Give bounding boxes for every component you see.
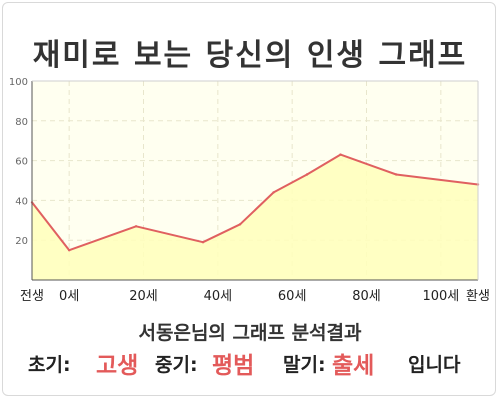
x-tick-label-0: 전생 [20, 289, 44, 304]
y-tick-label-2: 60 [15, 157, 28, 168]
series-area [32, 154, 478, 280]
x-tick-label-3: 40세 [204, 289, 233, 304]
result-line: 초기: 고생 중기: 평범 말기: 출세 입니다 [0, 348, 500, 384]
early-label: 초기: [28, 354, 71, 376]
chart-title: 재미로 보는 당신의 인생 그래프 [32, 38, 468, 73]
mid-label: 중기: [155, 354, 198, 376]
x-tick-label-7: 환생 [466, 289, 490, 304]
x-tick-label-5: 80세 [352, 289, 381, 304]
late-label: 말기: [283, 354, 326, 376]
chart-frame [2, 2, 496, 396]
data-point-4 [238, 223, 242, 226]
early-value: 고생 [96, 353, 139, 379]
data-point-1 [68, 249, 71, 252]
y-tick-label-3: 80 [15, 117, 28, 128]
x-tick-label-2: 20세 [129, 289, 158, 304]
data-point-5 [272, 191, 275, 194]
y-tick-label-0: 20 [15, 236, 28, 247]
data-point-8 [395, 173, 398, 176]
x-tick-label-1: 0세 [59, 289, 79, 304]
late-value: 출세 [332, 353, 375, 379]
result-suffix: 입니다 [408, 354, 461, 376]
x-tick-label-6: 100세 [422, 289, 459, 304]
y-tick-label-4: 100 [9, 77, 28, 88]
data-point-6 [305, 173, 309, 176]
result-subtitle: 서동은님의 그래프 분석결과 [138, 322, 362, 344]
x-tick-label-4: 60세 [278, 289, 307, 304]
mid-value: 평범 [212, 353, 255, 379]
y-tick-label-1: 40 [15, 196, 28, 207]
data-point-7 [339, 153, 342, 156]
series-line [31, 153, 479, 252]
data-point-3 [201, 241, 205, 244]
data-point-2 [134, 225, 138, 228]
